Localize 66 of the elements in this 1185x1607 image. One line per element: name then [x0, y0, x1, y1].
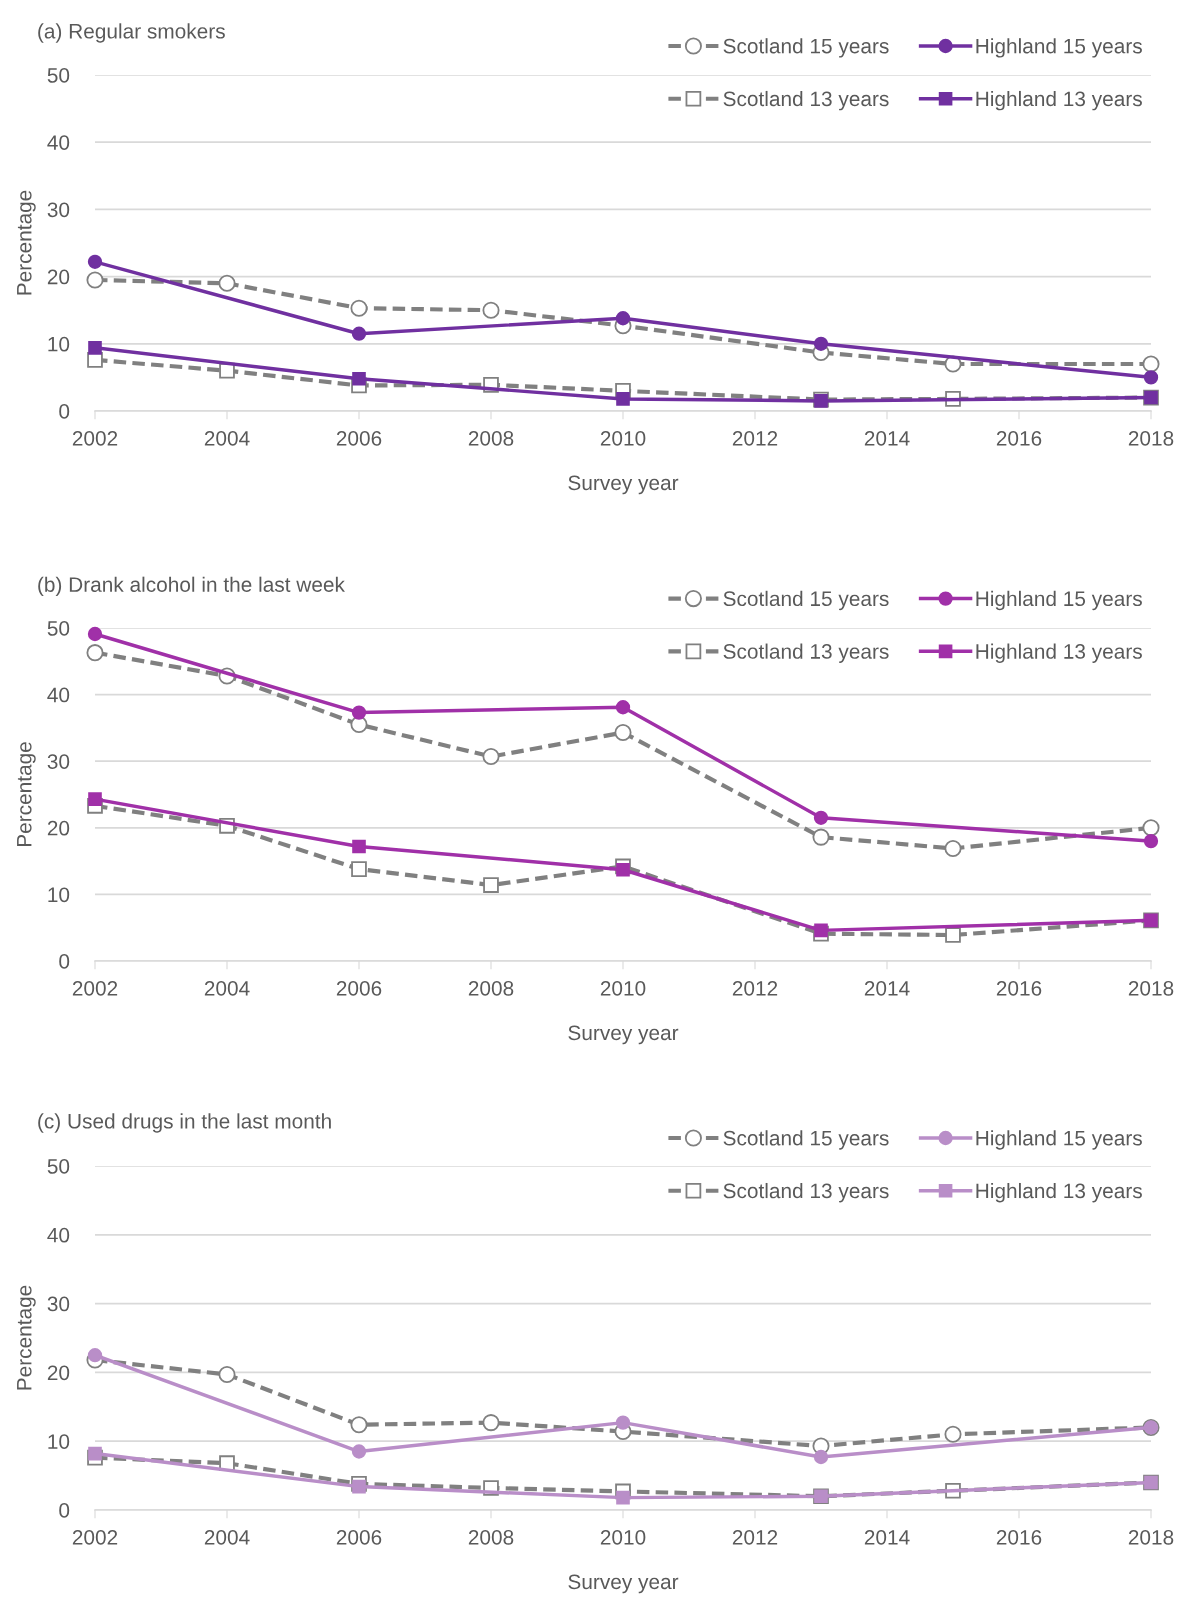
legend-label: Highland 13 years	[976, 1182, 1142, 1203]
y-tick-label: 30	[47, 202, 70, 218]
x-tick-label: 2014	[864, 1529, 910, 1545]
legend-label: Highland 13 years	[976, 643, 1142, 663]
y-tick-label: 0	[59, 954, 70, 969]
x-tick-label: 2014	[864, 430, 910, 446]
legend-label: Scotland 15 years	[723, 1130, 889, 1150]
y-axis-title: Percentage	[17, 190, 36, 295]
x-tick-label: 2016	[996, 1529, 1042, 1545]
y-tick-label: 10	[48, 336, 70, 352]
y-tick-label: 30	[47, 1296, 70, 1312]
x-tick-label: 2006	[336, 1529, 382, 1545]
y-tick-label: 50	[47, 621, 70, 636]
x-tick-label: 2004	[204, 980, 250, 996]
x-tick-label: 2002	[72, 1529, 118, 1545]
y-tick-label: 40	[47, 135, 70, 150]
x-tick-label: 2002	[72, 430, 118, 446]
x-axis-title: Survey year	[568, 1574, 679, 1594]
y-tick-label: 10	[48, 1434, 70, 1449]
y-tick-label: 40	[47, 1227, 70, 1243]
x-tick-label: 2002	[72, 980, 118, 996]
y-tick-label: 20	[47, 1365, 70, 1381]
x-axis-title: Survey year	[568, 475, 679, 495]
x-tick-label: 2004	[204, 430, 250, 446]
x-tick-label: 2018	[1128, 1529, 1174, 1545]
legend-label: Highland 15 years	[976, 1130, 1142, 1150]
x-tick-label: 2018	[1128, 430, 1174, 446]
x-tick-label: 2004	[204, 1529, 250, 1545]
legend-label: Scotland 13 years	[723, 643, 889, 663]
y-tick-label: 50	[47, 1159, 70, 1174]
legend-label: Scotland 15 years	[723, 38, 889, 58]
x-tick-label: 2010	[600, 1529, 646, 1545]
x-tick-label: 2014	[864, 980, 910, 996]
chart-title: (c) Used drugs in the last month	[38, 1113, 331, 1133]
x-axis-title: Survey year	[568, 1025, 679, 1045]
x-tick-label: 2012	[732, 980, 778, 996]
x-tick-label: 2008	[468, 430, 514, 446]
y-axis-title: Percentage	[17, 1285, 36, 1390]
legend-label: Scotland 13 years	[723, 90, 889, 111]
x-tick-label: 2008	[468, 1529, 514, 1545]
x-tick-label: 2012	[732, 1529, 778, 1545]
legend-label: Highland 15 years	[976, 590, 1142, 611]
legend-label: Scotland 15 years	[723, 590, 889, 611]
x-tick-label: 2008	[468, 980, 514, 996]
y-tick-label: 10	[48, 887, 70, 903]
y-tick-label: 20	[47, 820, 70, 836]
x-tick-label: 2018	[1128, 980, 1174, 996]
x-tick-label: 2010	[600, 980, 646, 996]
y-tick-label: 40	[47, 687, 70, 703]
chart-title: (a) Regular smokers	[38, 23, 225, 43]
y-tick-label: 50	[47, 68, 70, 83]
x-tick-label: 2012	[732, 430, 778, 446]
y-tick-label: 20	[47, 269, 70, 285]
x-tick-label: 2016	[996, 430, 1042, 446]
x-tick-label: 2006	[336, 430, 382, 446]
x-tick-label: 2016	[996, 980, 1042, 996]
x-tick-label: 2010	[600, 430, 646, 446]
legend-label: Highland 15 years	[976, 38, 1142, 58]
legend-label: Scotland 13 years	[723, 1182, 889, 1203]
legend-label: Highland 13 years	[976, 90, 1142, 111]
y-axis-title: Percentage	[17, 742, 36, 847]
y-tick-label: 30	[47, 754, 70, 769]
y-tick-label: 0	[59, 404, 70, 419]
x-tick-label: 2006	[336, 980, 382, 996]
y-tick-label: 0	[59, 1503, 70, 1518]
chart-title: (b) Drank alcohol in the last week	[38, 576, 345, 597]
